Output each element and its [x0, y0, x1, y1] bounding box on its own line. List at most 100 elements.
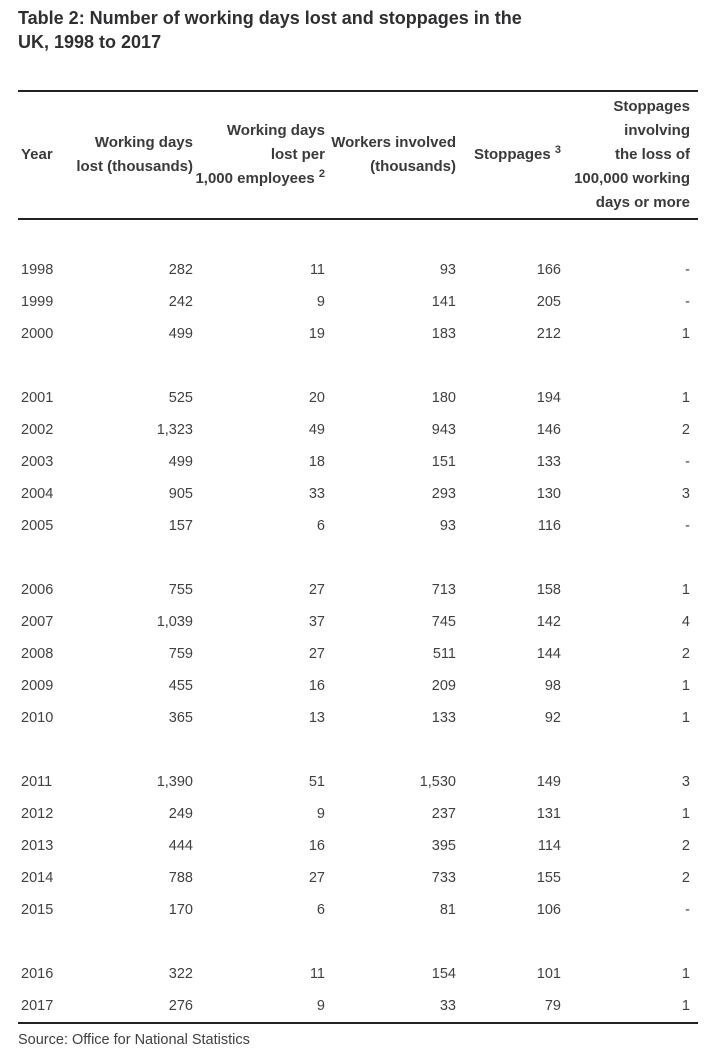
cell-stoppages: 101 — [536, 966, 561, 982]
cell-working-days-lost: 1,039 — [156, 614, 193, 630]
cell-year: 2014 — [21, 870, 54, 886]
header-stoppages: Stoppages 3 — [456, 91, 561, 220]
cell-year: 2015 — [21, 902, 54, 918]
cell-year: 2002 — [21, 422, 54, 438]
cell-working-days-lost: 365 — [168, 710, 193, 726]
cell-stoppages: 149 — [536, 774, 561, 790]
cell-year: 2013 — [21, 838, 54, 854]
cell-workers-involved: 141 — [431, 294, 456, 310]
table-row-2005: 2005 157 6 93 116 - — [18, 510, 698, 542]
cell-year: 2010 — [21, 710, 54, 726]
cell-days-lost-per-1000-employees: 16 — [308, 838, 325, 854]
cell-large-stoppages: - — [685, 902, 690, 918]
table-title: Table 2: Number of working days lost and… — [18, 8, 522, 52]
cell-days-lost-per-1000-employees: 16 — [308, 678, 325, 694]
cell-large-stoppages: 1 — [681, 326, 690, 342]
header-days-lost-per-1000-employees: Working days lost per 1,000 employees 2 — [193, 91, 325, 220]
cell-workers-involved: 151 — [431, 454, 456, 470]
cell-year: 2001 — [21, 390, 54, 406]
row-group-spacer — [18, 350, 698, 382]
cell-year: 2016 — [21, 966, 54, 982]
cell-days-lost-per-1000-employees: 19 — [308, 326, 325, 342]
cell-days-lost-per-1000-employees: 27 — [308, 870, 325, 886]
cell-working-days-lost: 276 — [168, 998, 193, 1014]
cell-working-days-lost: 444 — [168, 838, 193, 854]
cell-stoppages: 116 — [537, 518, 561, 534]
cell-working-days-lost: 1,323 — [156, 422, 193, 438]
table-row-2003: 2003 499 18 151 133 - — [18, 446, 698, 478]
cell-working-days-lost: 249 — [168, 806, 193, 822]
footnote-marker-2: 2 — [318, 168, 325, 180]
cell-large-stoppages: 3 — [681, 486, 690, 502]
header-large-stoppages: Stoppages involving the loss of 100,000 wor… — [561, 91, 698, 220]
row-group-spacer — [18, 542, 698, 574]
cell-days-lost-per-1000-employees: 6 — [316, 518, 325, 534]
cell-year: 2008 — [21, 646, 54, 662]
cell-days-lost-per-1000-employees: 9 — [316, 806, 325, 822]
cell-year: 2012 — [21, 806, 54, 822]
cell-days-lost-per-1000-employees: 9 — [316, 294, 325, 310]
cell-working-days-lost: 755 — [168, 582, 193, 598]
cell-large-stoppages: 1 — [681, 390, 690, 406]
cell-stoppages: 146 — [536, 422, 561, 438]
data-table: Year Working days lost (thousands) Working … — [18, 90, 698, 1024]
cell-working-days-lost: 759 — [168, 646, 193, 662]
cell-large-stoppages: 1 — [681, 998, 690, 1014]
table-row-2007: 2007 1,039 37 745 142 4 — [18, 606, 698, 638]
cell-workers-involved: 209 — [431, 678, 456, 694]
header-working-days-lost: Working days lost (thousands) — [73, 91, 193, 220]
cell-year: 2007 — [21, 614, 54, 630]
cell-days-lost-per-1000-employees: 20 — [308, 390, 325, 406]
table-row-1998: 1998 282 11 93 166 - — [18, 254, 698, 286]
table-row-2010: 2010 365 13 133 92 1 — [18, 702, 698, 734]
cell-stoppages: 144 — [536, 646, 561, 662]
cell-days-lost-per-1000-employees: 37 — [308, 614, 325, 630]
header-year: Year — [18, 91, 73, 220]
cell-large-stoppages: - — [685, 518, 690, 534]
footnote-marker-3: 3 — [554, 144, 561, 156]
cell-stoppages: 155 — [536, 870, 561, 886]
table-row-2016: 2016 322 11 154 101 1 — [18, 958, 698, 990]
cell-year: 2006 — [21, 582, 54, 598]
cell-working-days-lost: 455 — [168, 678, 193, 694]
cell-stoppages: 106 — [536, 902, 561, 918]
cell-workers-involved: 33 — [439, 998, 456, 1014]
cell-large-stoppages: - — [685, 454, 690, 470]
cell-large-stoppages: 4 — [681, 614, 690, 630]
cell-stoppages: 194 — [536, 390, 561, 406]
cell-large-stoppages: 2 — [681, 646, 690, 662]
cell-large-stoppages: 3 — [681, 774, 690, 790]
cell-days-lost-per-1000-employees: 27 — [308, 646, 325, 662]
table-row-2004: 2004 905 33 293 130 3 — [18, 478, 698, 510]
cell-stoppages: 114 — [537, 838, 561, 854]
cell-large-stoppages: 2 — [681, 838, 690, 854]
cell-working-days-lost: 525 — [168, 390, 193, 406]
cell-year: 1998 — [21, 262, 54, 278]
cell-stoppages: 166 — [536, 262, 561, 278]
cell-days-lost-per-1000-employees: 49 — [308, 422, 325, 438]
spacer-cell — [18, 219, 698, 254]
cell-working-days-lost: 499 — [168, 326, 193, 342]
table-body: 1998 282 11 93 166-1999 242 9 141 205-2000 499 19 1… — [18, 219, 698, 1023]
cell-workers-involved: 733 — [431, 870, 456, 886]
cell-days-lost-per-1000-employees: 11 — [309, 966, 325, 982]
cell-working-days-lost: 170 — [168, 902, 193, 918]
table-row-2013: 2013 444 16 395 114 2 — [18, 830, 698, 862]
cell-large-stoppages: - — [685, 262, 690, 278]
cell-workers-involved: 93 — [439, 262, 456, 278]
cell-days-lost-per-1000-employees: 9 — [316, 998, 325, 1014]
cell-working-days-lost: 157 — [168, 518, 193, 534]
cell-year: 2005 — [21, 518, 54, 534]
cell-large-stoppages: 2 — [681, 870, 690, 886]
cell-stoppages: 79 — [544, 998, 561, 1014]
cell-workers-involved: 293 — [431, 486, 456, 502]
table-row-2011: 2011 1,390 51 1,530 149 3 — [18, 766, 698, 798]
cell-large-stoppages: 1 — [681, 678, 690, 694]
cell-working-days-lost: 499 — [168, 454, 193, 470]
cell-large-stoppages: - — [685, 294, 690, 310]
cell-stoppages: 212 — [536, 326, 561, 342]
table-row-1999: 1999 242 9 141 205 - — [18, 286, 698, 318]
table-header: Year Working days lost (thousands) Working … — [18, 91, 698, 220]
cell-workers-involved: 511 — [432, 646, 456, 662]
